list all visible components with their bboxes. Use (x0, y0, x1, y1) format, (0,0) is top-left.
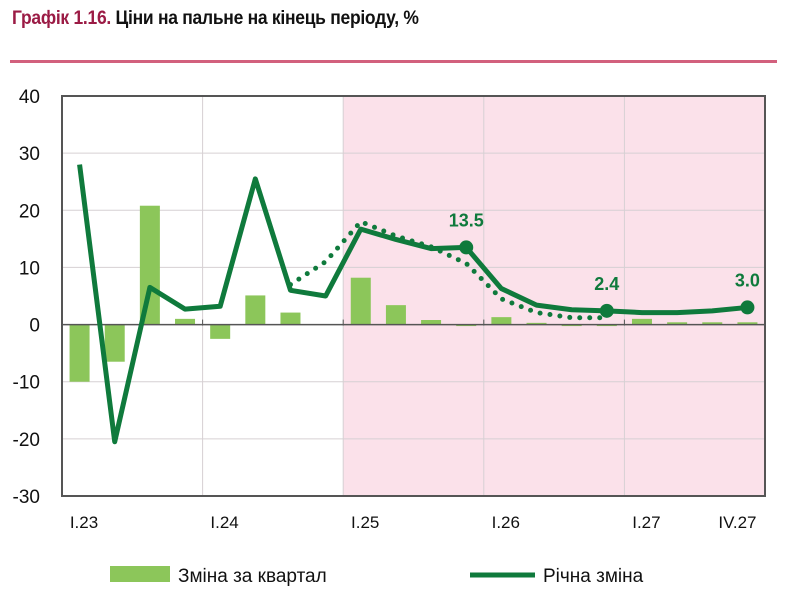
bar-quarterly-change (175, 318, 196, 325)
bar-quarterly-change (245, 295, 266, 325)
x-tick-label: I.23 (70, 513, 98, 532)
x-tick-label: I.25 (351, 513, 379, 532)
y-tick-label: -20 (13, 430, 40, 451)
y-tick-label: 40 (19, 87, 40, 108)
y-tick-label: -30 (13, 487, 40, 508)
bar-quarterly-change (737, 322, 758, 325)
y-tick-label: 0 (29, 316, 40, 337)
bar-quarterly-change (526, 322, 547, 325)
y-tick-label: 20 (19, 201, 40, 222)
bar-quarterly-change (491, 317, 512, 325)
legend-bar-label: Зміна за квартал (178, 566, 327, 587)
bar-quarterly-change (667, 322, 688, 325)
bar-quarterly-change (385, 305, 406, 325)
data-label: 2.4 (594, 274, 619, 294)
data-label: 13.5 (449, 210, 484, 230)
legend-line-label: Річна зміна (543, 566, 644, 587)
annotated-point (740, 300, 755, 315)
bar-quarterly-change (69, 324, 90, 382)
chart-number: Графік 1.16. (12, 8, 111, 29)
chart-title: Графік 1.16. Ціни на пальне на кінець пе… (12, 8, 419, 30)
x-tick-label: I.27 (632, 513, 660, 532)
x-tick-label: IV.27 (718, 513, 756, 532)
title-divider (10, 60, 777, 63)
chart-title-text: Ціни на пальне на кінець періоду, % (115, 8, 419, 29)
annotated-point (459, 240, 474, 255)
bar-quarterly-change (280, 312, 301, 325)
y-tick-label: 30 (19, 144, 40, 165)
bar-quarterly-change (210, 324, 231, 339)
data-label: 3.0 (735, 270, 760, 290)
x-tick-label: I.26 (492, 513, 520, 532)
y-tick-label: 10 (19, 258, 40, 279)
bar-quarterly-change (421, 320, 442, 325)
bar-quarterly-change (350, 277, 371, 325)
bar-quarterly-change (139, 205, 160, 325)
forecast-area (343, 96, 765, 496)
bar-quarterly-change (702, 322, 723, 325)
bar-quarterly-change (631, 318, 652, 325)
plot-frame (61, 95, 766, 497)
line-previous-forecast (287, 218, 610, 321)
y-tick-label: -10 (13, 373, 40, 394)
annotated-point (599, 303, 614, 318)
legend-bar-swatch (110, 566, 170, 582)
bar-quarterly-change (104, 324, 125, 362)
x-tick-label: I.24 (210, 513, 238, 532)
line-annual-change (77, 164, 748, 445)
